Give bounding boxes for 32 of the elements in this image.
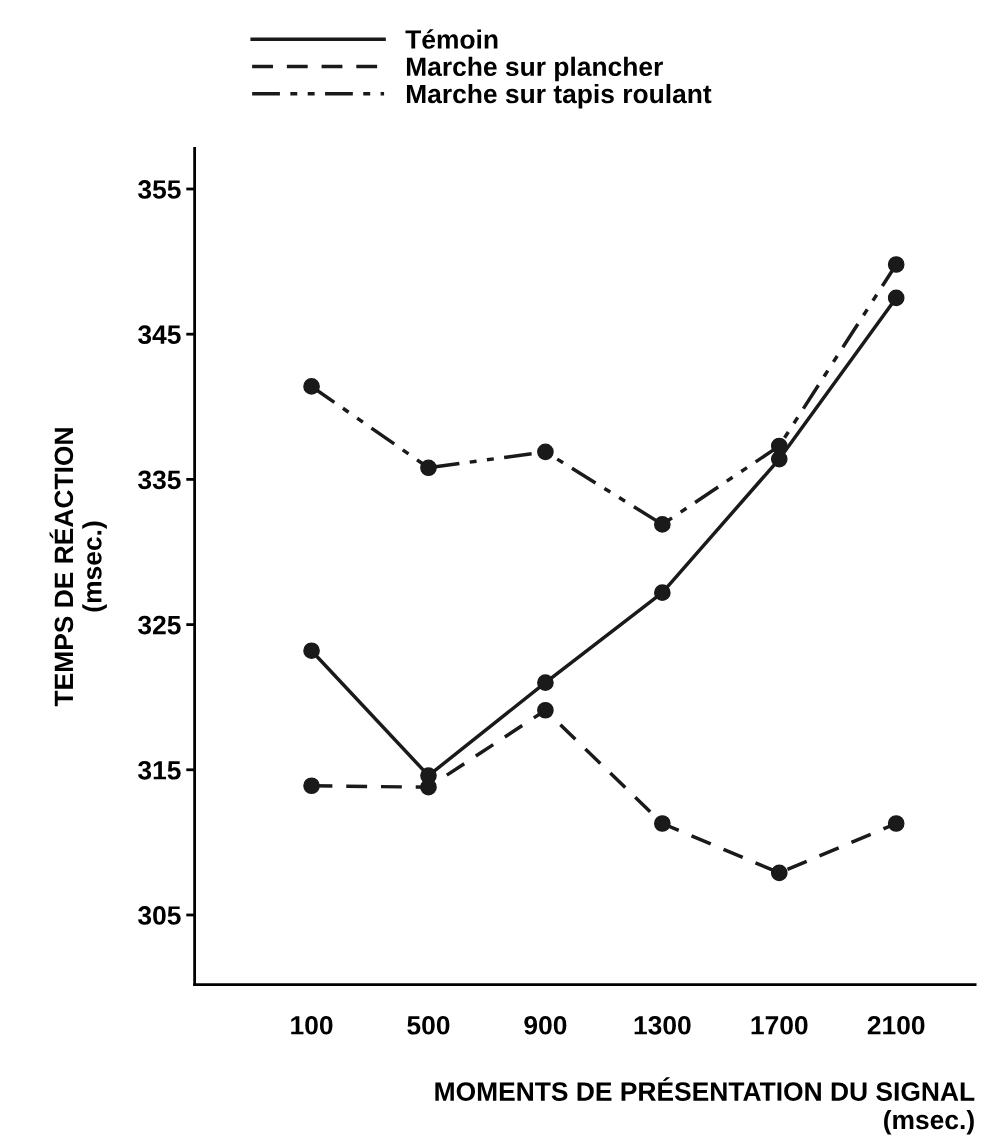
point <box>303 777 320 795</box>
point <box>654 815 671 832</box>
legend-label: Marche sur tapis roulant <box>406 83 712 109</box>
point <box>887 815 905 832</box>
y-tick-label: 345 <box>138 325 181 345</box>
x-tick-label: 1300 <box>634 1015 691 1035</box>
point <box>654 584 671 601</box>
point <box>770 437 788 455</box>
y-axis-title: TEMPS DE RÉACTION (msec.) <box>49 428 107 707</box>
x-axis-title: MOMENTS DE PRÉSENTATION DU SIGNAL (msec.) <box>435 1077 975 1135</box>
point <box>420 459 437 477</box>
point <box>537 701 554 719</box>
point <box>537 443 554 461</box>
x-tick-label: 900 <box>524 1015 567 1035</box>
point <box>303 642 320 660</box>
x-tick-label: 100 <box>291 1015 333 1035</box>
y-tick-label: 335 <box>138 470 181 490</box>
legend-label: Témoin <box>405 29 498 49</box>
x-tick-label: 2100 <box>867 1015 925 1035</box>
y-tick-label: 355 <box>138 180 181 199</box>
point <box>537 674 554 692</box>
point <box>303 378 320 395</box>
point <box>770 864 788 882</box>
legend-label: Marche sur plancher <box>406 56 663 82</box>
point <box>887 256 905 273</box>
y-tick-label: 315 <box>138 760 181 780</box>
x-tick-label: 1700 <box>751 1015 808 1035</box>
y-tick-label: 325 <box>138 615 181 635</box>
x-tick-label: 500 <box>407 1015 450 1035</box>
point <box>654 516 671 533</box>
point <box>887 289 905 307</box>
y-tick-label: 305 <box>138 906 181 925</box>
